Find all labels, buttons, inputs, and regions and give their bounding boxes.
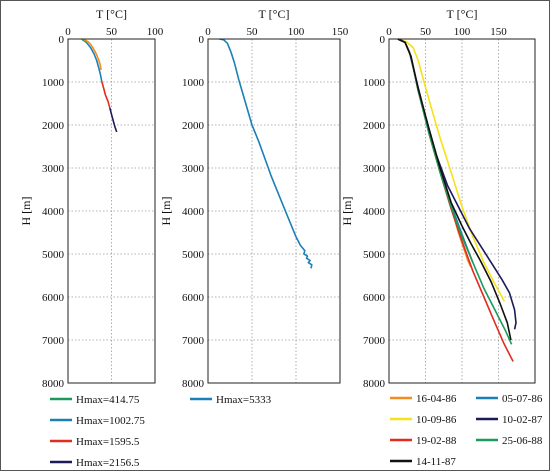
x-tick-label: 150 — [332, 26, 349, 38]
chart-panel-2: 0 1000 2000 3000 4000 5000 6000 7000 8000 0 50 100 1… — [159, 7, 349, 406]
legend-label: 16-04-86 — [416, 393, 457, 405]
plot-area-border — [207, 38, 341, 384]
y-tick-label: 7000 — [363, 335, 386, 347]
x-axis-title: T [°C] — [447, 7, 478, 21]
legend-label: Hmax=2156.5 — [76, 457, 140, 469]
x-tick-label: 0 — [386, 26, 392, 38]
y-tick-label: 5000 — [363, 249, 386, 261]
y-axis-title: H [m] — [19, 197, 33, 226]
y-tick-label: 2000 — [182, 120, 205, 132]
y-tick-label: 0 — [199, 34, 205, 46]
y-tick-label: 1000 — [363, 77, 386, 89]
x-tick-label: 0 — [65, 26, 71, 38]
y-tick-label: 6000 — [182, 292, 205, 304]
y-tick-label: 1000 — [42, 77, 65, 89]
x-tick-label: 100 — [147, 26, 164, 38]
y-tick-label: 8000 — [363, 378, 386, 390]
y-tick-label: 0 — [59, 34, 65, 46]
y-tick-label: 2000 — [363, 120, 386, 132]
legend-label: 25-06-88 — [502, 435, 543, 447]
y-axis-title: H [m] — [159, 197, 173, 226]
y-tick-label: 4000 — [182, 206, 205, 218]
y-tick-label: 4000 — [363, 206, 386, 218]
y-tick-label: 6000 — [363, 292, 386, 304]
x-tick-label: 100 — [288, 26, 305, 38]
plot-area-border — [388, 38, 536, 384]
series-line-3 — [398, 38, 506, 302]
y-tick-label: 0 — [380, 34, 386, 46]
y-tick-label: 7000 — [182, 335, 205, 347]
y-tick-label: 7000 — [42, 335, 65, 347]
legend-label: 14-11-87 — [416, 456, 456, 468]
legend-label: Hmax=1595.5 — [76, 436, 140, 448]
y-tick-label: 8000 — [42, 378, 65, 390]
legend-label: Hmax=414.75 — [76, 394, 140, 406]
legend-label: Hmax=5333 — [216, 394, 272, 406]
x-tick-label: 100 — [454, 26, 471, 38]
legend-label: 10-09-86 — [416, 414, 457, 426]
y-tick-label: 1000 — [182, 77, 205, 89]
x-axis-title: T [°C] — [96, 7, 127, 21]
series-line-3 — [101, 81, 111, 109]
legend-label: Hmax=1002.75 — [76, 415, 145, 427]
y-tick-label: 3000 — [42, 163, 65, 175]
series-line-5 — [81, 38, 102, 71]
series-line-4 — [397, 38, 517, 330]
series-line-7 — [397, 38, 512, 341]
y-axis-title: H [m] — [340, 197, 354, 226]
x-tick-label: 50 — [420, 26, 432, 38]
series-line-1 — [219, 38, 313, 269]
x-tick-label: 150 — [490, 26, 507, 38]
y-tick-label: 8000 — [182, 378, 205, 390]
legend-label: 05-07-86 — [502, 393, 543, 405]
x-axis-title: T [°C] — [259, 7, 290, 21]
chart-panel-1: 0 1000 2000 3000 4000 5000 6000 7000 8000 0 50 100 T… — [19, 7, 164, 469]
y-tick-label: 4000 — [42, 206, 65, 218]
y-tick-label: 3000 — [182, 163, 205, 175]
x-tick-label: 0 — [205, 26, 211, 38]
y-tick-label: 5000 — [182, 249, 205, 261]
series-line-2 — [86, 42, 103, 83]
plot-area-border — [67, 38, 156, 384]
legend-label: 10-02-87 — [502, 414, 543, 426]
legend-label: 19-02-88 — [416, 435, 457, 447]
x-tick-label: 50 — [106, 26, 118, 38]
y-tick-label: 5000 — [42, 249, 65, 261]
x-tick-label: 50 — [247, 26, 259, 38]
y-tick-label: 3000 — [363, 163, 386, 175]
chart-panel-3: 0 1000 2000 3000 4000 5000 6000 7000 8000 0 50 100 1… — [340, 7, 543, 468]
series-line-4 — [109, 107, 118, 133]
series-line-6 — [397, 38, 513, 345]
y-tick-label: 2000 — [42, 120, 65, 132]
y-tick-label: 6000 — [42, 292, 65, 304]
